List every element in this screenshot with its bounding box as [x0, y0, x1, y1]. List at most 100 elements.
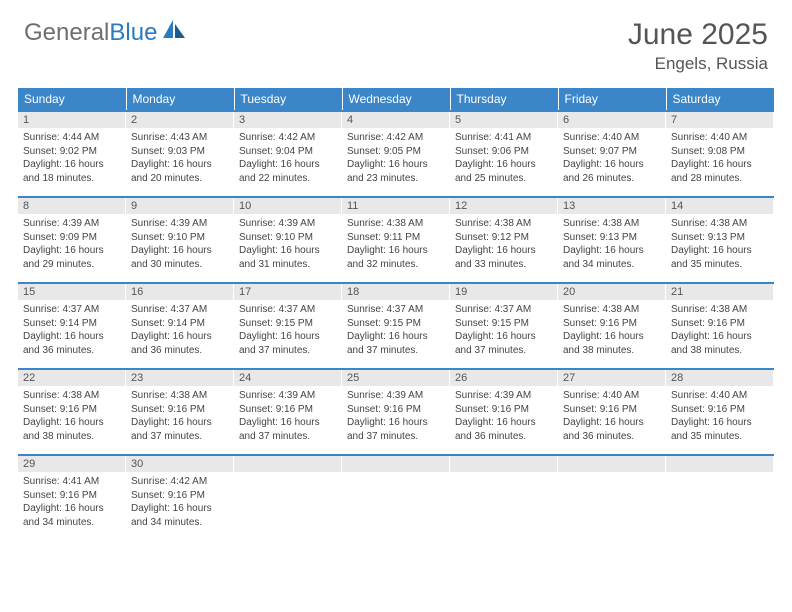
- daylight-line2: and 38 minutes.: [23, 430, 121, 444]
- daylight-line2: and 26 minutes.: [563, 172, 661, 186]
- sunrise-line: Sunrise: 4:39 AM: [131, 217, 229, 231]
- day-number: 4: [342, 112, 450, 128]
- daylight-line1: Daylight: 16 hours: [455, 416, 553, 430]
- day-details: Sunrise: 4:40 AMSunset: 9:08 PMDaylight:…: [666, 128, 774, 189]
- sunset-line: Sunset: 9:16 PM: [671, 403, 769, 417]
- sunset-line: Sunset: 9:16 PM: [23, 403, 121, 417]
- calendar-cell: 8Sunrise: 4:39 AMSunset: 9:09 PMDaylight…: [18, 197, 126, 283]
- day-details: Sunrise: 4:38 AMSunset: 9:16 PMDaylight:…: [126, 386, 234, 447]
- weekday-sunday: Sunday: [18, 88, 126, 111]
- calendar-cell: 2Sunrise: 4:43 AMSunset: 9:03 PMDaylight…: [126, 111, 234, 197]
- sunset-line: Sunset: 9:15 PM: [239, 317, 337, 331]
- daylight-line2: and 23 minutes.: [347, 172, 445, 186]
- daylight-line2: and 37 minutes.: [131, 430, 229, 444]
- sunrise-line: Sunrise: 4:40 AM: [563, 131, 661, 145]
- calendar-cell: 27Sunrise: 4:40 AMSunset: 9:16 PMDayligh…: [558, 369, 666, 455]
- location: Engels, Russia: [628, 54, 768, 74]
- calendar-cell: 18Sunrise: 4:37 AMSunset: 9:15 PMDayligh…: [342, 283, 450, 369]
- sunrise-line: Sunrise: 4:38 AM: [131, 389, 229, 403]
- sunset-line: Sunset: 9:16 PM: [563, 317, 661, 331]
- sunset-line: Sunset: 9:16 PM: [23, 489, 121, 503]
- sunset-line: Sunset: 9:07 PM: [563, 145, 661, 159]
- day-details: Sunrise: 4:40 AMSunset: 9:07 PMDaylight:…: [558, 128, 666, 189]
- day-number: 14: [666, 198, 774, 214]
- daylight-line2: and 37 minutes.: [347, 344, 445, 358]
- day-number: 11: [342, 198, 450, 214]
- calendar-body: 1Sunrise: 4:44 AMSunset: 9:02 PMDaylight…: [18, 111, 774, 541]
- daylight-line2: and 30 minutes.: [131, 258, 229, 272]
- sunrise-line: Sunrise: 4:38 AM: [455, 217, 553, 231]
- day-number: 25: [342, 370, 450, 386]
- logo-text-blue: Blue: [109, 19, 157, 47]
- daylight-line2: and 20 minutes.: [131, 172, 229, 186]
- day-details: Sunrise: 4:42 AMSunset: 9:04 PMDaylight:…: [234, 128, 342, 189]
- sunrise-line: Sunrise: 4:40 AM: [671, 131, 769, 145]
- calendar-cell: [234, 455, 342, 541]
- daylight-line1: Daylight: 16 hours: [671, 330, 769, 344]
- sunrise-line: Sunrise: 4:41 AM: [455, 131, 553, 145]
- day-number-empty: [558, 456, 666, 472]
- daylight-line2: and 36 minutes.: [23, 344, 121, 358]
- day-number: 23: [126, 370, 234, 386]
- calendar-row: 1Sunrise: 4:44 AMSunset: 9:02 PMDaylight…: [18, 111, 774, 197]
- day-details: Sunrise: 4:43 AMSunset: 9:03 PMDaylight:…: [126, 128, 234, 189]
- sunset-line: Sunset: 9:05 PM: [347, 145, 445, 159]
- daylight-line2: and 32 minutes.: [347, 258, 445, 272]
- daylight-line2: and 34 minutes.: [131, 516, 229, 530]
- calendar-row: 15Sunrise: 4:37 AMSunset: 9:14 PMDayligh…: [18, 283, 774, 369]
- sunset-line: Sunset: 9:13 PM: [671, 231, 769, 245]
- daylight-line2: and 35 minutes.: [671, 430, 769, 444]
- daylight-line2: and 37 minutes.: [239, 344, 337, 358]
- daylight-line1: Daylight: 16 hours: [131, 330, 229, 344]
- daylight-line1: Daylight: 16 hours: [131, 244, 229, 258]
- daylight-line2: and 35 minutes.: [671, 258, 769, 272]
- daylight-line1: Daylight: 16 hours: [563, 244, 661, 258]
- day-number: 7: [666, 112, 774, 128]
- calendar-cell: 24Sunrise: 4:39 AMSunset: 9:16 PMDayligh…: [234, 369, 342, 455]
- day-number: 22: [18, 370, 126, 386]
- day-number: 30: [126, 456, 234, 472]
- daylight-line1: Daylight: 16 hours: [239, 244, 337, 258]
- sunset-line: Sunset: 9:09 PM: [23, 231, 121, 245]
- calendar-row: 29Sunrise: 4:41 AMSunset: 9:16 PMDayligh…: [18, 455, 774, 541]
- daylight-line2: and 34 minutes.: [23, 516, 121, 530]
- calendar-row: 8Sunrise: 4:39 AMSunset: 9:09 PMDaylight…: [18, 197, 774, 283]
- daylight-line2: and 33 minutes.: [455, 258, 553, 272]
- daylight-line1: Daylight: 16 hours: [563, 330, 661, 344]
- weekday-saturday: Saturday: [666, 88, 774, 111]
- day-details: Sunrise: 4:39 AMSunset: 9:16 PMDaylight:…: [450, 386, 558, 447]
- daylight-line1: Daylight: 16 hours: [131, 502, 229, 516]
- sunrise-line: Sunrise: 4:38 AM: [347, 217, 445, 231]
- calendar-cell: [450, 455, 558, 541]
- daylight-line1: Daylight: 16 hours: [671, 416, 769, 430]
- day-number: 5: [450, 112, 558, 128]
- sunrise-line: Sunrise: 4:39 AM: [455, 389, 553, 403]
- sunrise-line: Sunrise: 4:38 AM: [671, 303, 769, 317]
- daylight-line1: Daylight: 16 hours: [239, 416, 337, 430]
- daylight-line2: and 25 minutes.: [455, 172, 553, 186]
- sunrise-line: Sunrise: 4:41 AM: [23, 475, 121, 489]
- daylight-line1: Daylight: 16 hours: [455, 330, 553, 344]
- daylight-line1: Daylight: 16 hours: [239, 330, 337, 344]
- day-number: 3: [234, 112, 342, 128]
- daylight-line1: Daylight: 16 hours: [23, 244, 121, 258]
- sunset-line: Sunset: 9:16 PM: [131, 489, 229, 503]
- daylight-line1: Daylight: 16 hours: [347, 244, 445, 258]
- day-details: Sunrise: 4:39 AMSunset: 9:16 PMDaylight:…: [234, 386, 342, 447]
- calendar-cell: [342, 455, 450, 541]
- sunrise-line: Sunrise: 4:38 AM: [671, 217, 769, 231]
- sunrise-line: Sunrise: 4:42 AM: [239, 131, 337, 145]
- day-details: Sunrise: 4:38 AMSunset: 9:16 PMDaylight:…: [666, 300, 774, 361]
- daylight-line1: Daylight: 16 hours: [563, 158, 661, 172]
- daylight-line1: Daylight: 16 hours: [671, 244, 769, 258]
- day-details: Sunrise: 4:38 AMSunset: 9:16 PMDaylight:…: [18, 386, 126, 447]
- daylight-line2: and 28 minutes.: [671, 172, 769, 186]
- sunset-line: Sunset: 9:14 PM: [23, 317, 121, 331]
- day-details: Sunrise: 4:38 AMSunset: 9:16 PMDaylight:…: [558, 300, 666, 361]
- daylight-line1: Daylight: 16 hours: [347, 416, 445, 430]
- day-number: 15: [18, 284, 126, 300]
- sunrise-line: Sunrise: 4:42 AM: [131, 475, 229, 489]
- daylight-line2: and 18 minutes.: [23, 172, 121, 186]
- logo: GeneralBlue: [24, 18, 187, 47]
- calendar-cell: [558, 455, 666, 541]
